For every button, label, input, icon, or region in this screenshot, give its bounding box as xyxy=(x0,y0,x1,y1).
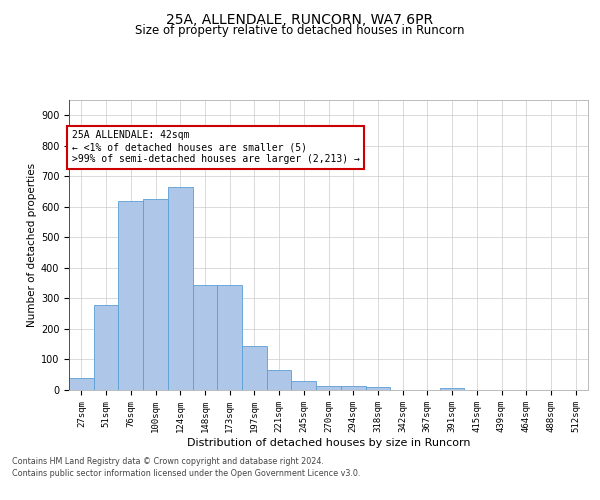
Bar xyxy=(217,284,242,390)
Bar xyxy=(193,284,217,390)
Text: Contains HM Land Registry data © Crown copyright and database right 2024.: Contains HM Land Registry data © Crown c… xyxy=(12,458,324,466)
Text: 25A, ALLENDALE, RUNCORN, WA7 6PR: 25A, ALLENDALE, RUNCORN, WA7 6PR xyxy=(166,12,434,26)
Bar xyxy=(292,382,316,390)
Bar xyxy=(94,304,118,390)
Text: 25A ALLENDALE: 42sqm
← <1% of detached houses are smaller (5)
>99% of semi-detac: 25A ALLENDALE: 42sqm ← <1% of detached h… xyxy=(71,130,359,164)
Text: Size of property relative to detached houses in Runcorn: Size of property relative to detached ho… xyxy=(135,24,465,37)
Bar xyxy=(316,386,341,390)
Y-axis label: Number of detached properties: Number of detached properties xyxy=(26,163,37,327)
Bar xyxy=(365,386,390,390)
Bar xyxy=(267,370,292,390)
Bar xyxy=(341,386,365,390)
Bar xyxy=(242,346,267,390)
Bar xyxy=(143,199,168,390)
Bar xyxy=(118,200,143,390)
Bar xyxy=(168,187,193,390)
X-axis label: Distribution of detached houses by size in Runcorn: Distribution of detached houses by size … xyxy=(187,438,470,448)
Bar xyxy=(69,378,94,390)
Text: Contains public sector information licensed under the Open Government Licence v3: Contains public sector information licen… xyxy=(12,468,361,477)
Bar xyxy=(440,388,464,390)
